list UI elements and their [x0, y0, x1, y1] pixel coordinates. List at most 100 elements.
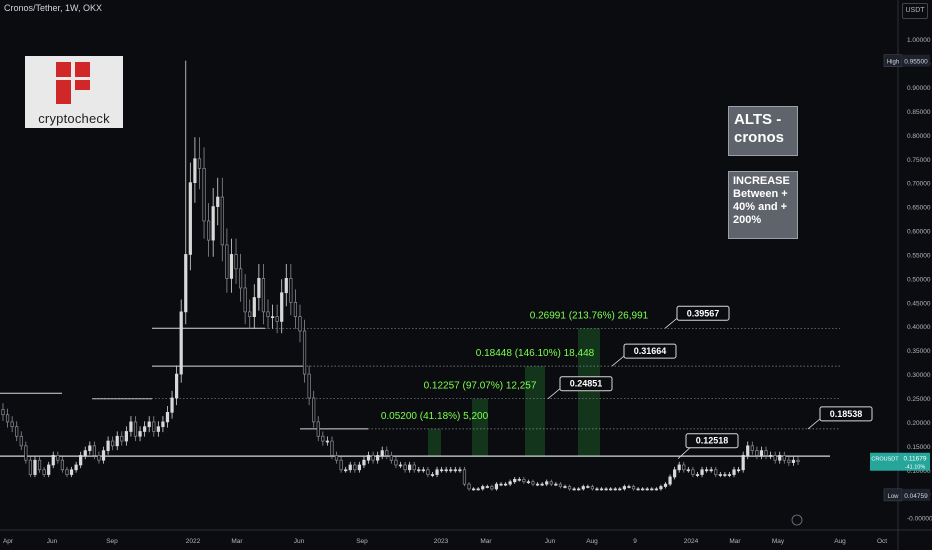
candle-body — [449, 469, 453, 472]
candle-body — [152, 421, 156, 432]
candle-body — [641, 488, 645, 491]
gain-band — [472, 398, 488, 457]
candle-body — [69, 469, 74, 475]
candle-body — [773, 455, 777, 461]
candle-body — [312, 397, 316, 423]
candle-body — [549, 481, 553, 485]
candle-body — [426, 469, 430, 475]
level-price-label: 0.18538 — [830, 409, 863, 419]
candle-body — [453, 469, 457, 472]
x-tick-label: Sep — [356, 538, 368, 545]
candle-body — [92, 445, 96, 456]
candles — [1, 60, 800, 491]
gain-label: 0.12257 (97.07%) 12,257 — [424, 381, 537, 392]
candle-body — [284, 278, 288, 294]
candle-body — [764, 450, 768, 456]
candle-body — [170, 397, 174, 413]
candle-body — [156, 426, 160, 432]
y-tick-label: 0.10000 — [907, 468, 931, 475]
candle-body — [481, 486, 485, 490]
candle-body — [238, 268, 243, 289]
candle-body — [275, 316, 279, 322]
gain-label: 0.05200 (41.18%) 5,200 — [381, 411, 489, 422]
candle-body — [298, 316, 302, 332]
candle-body — [15, 426, 19, 437]
candle-body — [257, 278, 261, 298]
candle-body — [266, 311, 270, 318]
low-value-bg — [902, 488, 930, 501]
candle-body — [586, 486, 590, 488]
candle-body — [403, 464, 407, 471]
candle-body — [385, 450, 389, 456]
candle-body — [408, 464, 412, 471]
candle-body — [421, 469, 425, 472]
currency-selector[interactable]: USDT — [902, 3, 928, 19]
candle-body — [106, 440, 110, 451]
candle-body — [691, 469, 695, 475]
last-symbol: CROUSDT — [871, 457, 899, 463]
candle-body — [252, 297, 256, 318]
candle-body — [714, 469, 718, 475]
level-price-box — [819, 406, 873, 422]
level-labels: 0.05200 (41.18%) 5,200 0.18538 0.12257 (97… — [381, 305, 873, 460]
candle-body — [293, 301, 298, 318]
candle-body — [778, 455, 782, 461]
low-value: 0.04759 — [904, 493, 928, 500]
candle-body — [581, 486, 585, 490]
candle-body — [508, 481, 512, 485]
candle-body — [289, 278, 293, 303]
gain-label: 0.26991 (213.76%) 26,991 — [530, 310, 649, 321]
candle-body — [727, 474, 732, 476]
candle-body — [522, 478, 526, 483]
high-value: 0.95500 — [904, 59, 928, 66]
candle-body — [115, 435, 119, 447]
candle-body — [202, 167, 206, 222]
level-price-label: 0.24851 — [570, 379, 603, 389]
candle-body — [60, 459, 65, 471]
cryptocheck-logo: cryptocheck — [25, 56, 123, 128]
x-tick-label: Aug — [834, 538, 846, 545]
candle-body — [622, 486, 626, 490]
x-tick-label: Jun — [294, 538, 305, 545]
candle-body — [261, 278, 266, 313]
candle-body — [51, 455, 55, 466]
candle-body — [513, 478, 517, 483]
candle-body — [366, 455, 371, 461]
y-tick-label: 0.20000 — [907, 420, 931, 427]
low-tag-label: Low — [887, 494, 899, 500]
last-value: 0.11679 — [903, 456, 926, 463]
y-tick-label: 0.55000 — [907, 252, 931, 259]
last-value-bg — [900, 452, 930, 471]
candle-body — [604, 488, 608, 491]
candle-body — [325, 440, 330, 443]
x-tick-label: 2024 — [684, 538, 699, 545]
gain-band — [578, 328, 600, 457]
candle-body — [476, 488, 480, 491]
candle-body — [705, 469, 709, 472]
x-tick-label: Mar — [231, 538, 243, 545]
candle-body — [545, 481, 549, 485]
candle-body — [673, 469, 677, 478]
candle-body — [663, 483, 668, 487]
candle-body — [659, 486, 663, 490]
candle-body — [362, 459, 366, 466]
candle-body — [47, 464, 51, 475]
candle-body — [143, 426, 147, 432]
candle-body — [175, 373, 179, 399]
candle-body — [540, 483, 544, 486]
level-price-box — [559, 376, 613, 392]
callout-label: 0.12518 — [696, 436, 729, 446]
y-tick-label: 0.50000 — [907, 276, 931, 283]
lightning-icon — [791, 514, 803, 526]
x-tick-label: Jun — [47, 538, 58, 545]
x-tick-label: Mar — [729, 538, 741, 545]
y-tick-label: 0.75000 — [907, 157, 931, 164]
gain-label: 0.18448 (146.10%) 18,448 — [476, 348, 595, 359]
candle-body — [677, 464, 681, 471]
callout-box — [685, 433, 739, 449]
candle-body — [270, 316, 275, 319]
candle-body — [485, 486, 489, 488]
candle-body — [339, 459, 343, 471]
candle-body — [567, 486, 572, 490]
